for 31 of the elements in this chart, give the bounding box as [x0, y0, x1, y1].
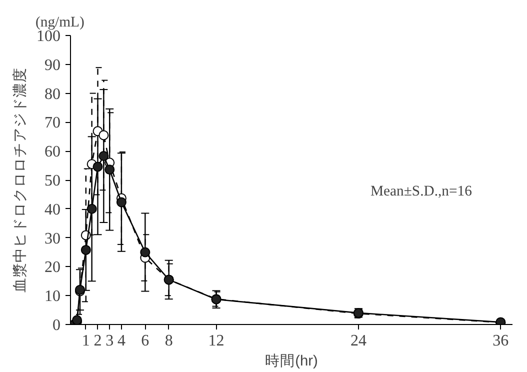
point	[80, 244, 91, 255]
x-tick-label: 8	[164, 332, 173, 350]
point	[98, 151, 109, 162]
y-tick-label: 90	[44, 56, 60, 74]
point	[104, 164, 115, 175]
annotation: Mean±S.D.,n=16	[370, 184, 472, 200]
point	[86, 204, 97, 214]
y-tick-label: 0	[52, 317, 60, 334]
y-tick-label: 60	[44, 144, 60, 161]
y-tick-label: 10	[44, 288, 60, 306]
point	[98, 130, 109, 140]
x-tick-label: 6	[141, 332, 150, 350]
y-tick-label: 40	[44, 201, 60, 218]
y-tick-label: 20	[44, 259, 60, 276]
x-tick-label: 4	[117, 332, 126, 350]
point	[140, 247, 150, 258]
y-axis-title: 血漿中ヒドロクロロチアジド濃度	[12, 68, 28, 292]
x-tick-label: 24	[350, 332, 366, 350]
y-tick-label: 50	[44, 172, 60, 190]
x-tick-label: 1	[82, 332, 90, 350]
x-tick-label: 12	[208, 332, 224, 350]
x-tick-label: 36	[492, 332, 509, 350]
point	[116, 197, 126, 208]
text: (ng/mL)	[36, 14, 84, 30]
point	[92, 162, 103, 172]
y-tick-label: 80	[44, 86, 60, 103]
x-tick-label: 2	[94, 332, 102, 350]
x-axis-title: 時間(hr)	[265, 352, 318, 370]
y-tick-label: 30	[44, 230, 60, 248]
y-tick-label: 70	[44, 114, 60, 132]
x-tick-label: 3	[106, 332, 114, 350]
